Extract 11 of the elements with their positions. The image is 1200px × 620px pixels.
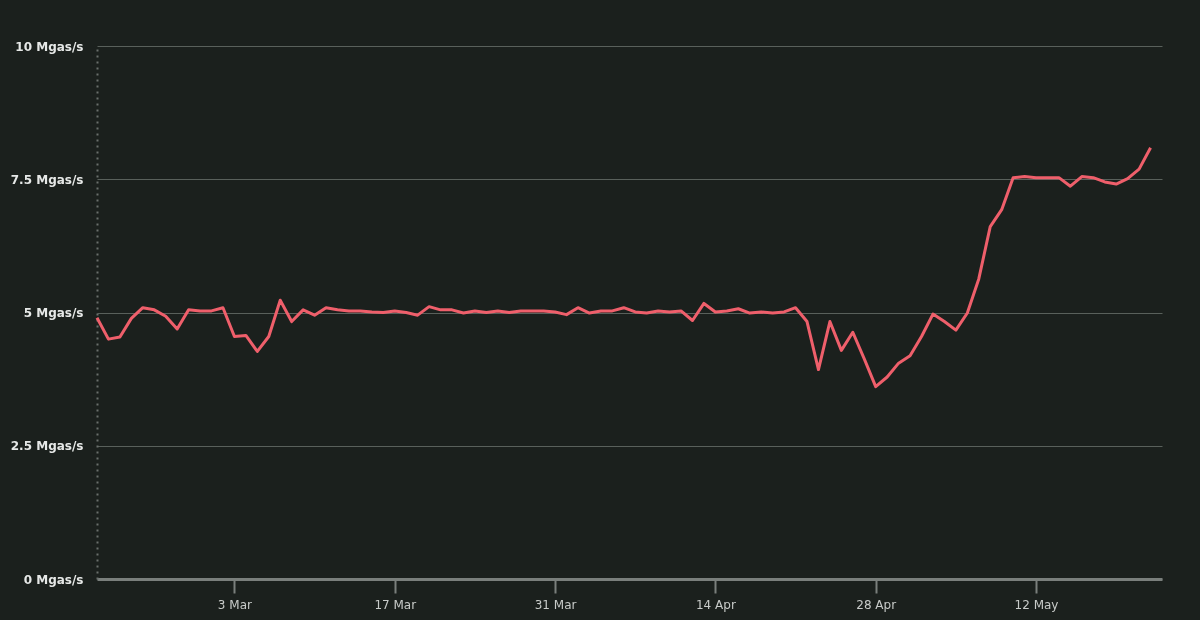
x-tick-label: 3 Mar — [217, 597, 253, 612]
x-tick-label: 12 May — [1014, 597, 1059, 612]
x-tick-label: 17 Mar — [374, 597, 417, 612]
x-tick-label: 31 Mar — [534, 597, 577, 612]
x-tick-label: 28 Apr — [856, 597, 897, 612]
y-tick-label: 7.5 Mgas/s — [10, 172, 84, 187]
y-tick-label: 5 Mgas/s — [23, 306, 84, 320]
y-tick-label: 0 Mgas/s — [23, 572, 84, 587]
x-tick-label: 14 Apr — [695, 597, 736, 612]
y-tick-label: 10 Mgas/s — [15, 39, 84, 54]
y-tick-label: 2.5 Mgas/s — [10, 439, 84, 454]
